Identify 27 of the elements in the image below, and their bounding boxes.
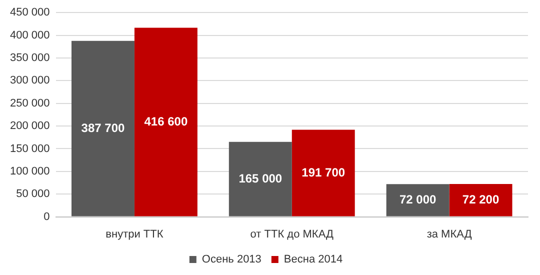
y-tick-label: 400 000 xyxy=(10,29,50,42)
bar xyxy=(292,130,355,216)
y-tick-label: 350 000 xyxy=(10,52,50,64)
data-label: 191 700 xyxy=(302,165,346,180)
x-tick-label: внутри ТТК xyxy=(106,228,164,240)
y-tick-label: 200 000 xyxy=(10,120,50,132)
x-tick-label: за МКАД xyxy=(426,228,472,240)
y-tick-label: 100 000 xyxy=(10,165,50,178)
data-label: 387 700 xyxy=(81,120,125,135)
data-label: 165 000 xyxy=(238,171,282,186)
y-tick-label: 0 xyxy=(44,210,50,223)
bar xyxy=(72,40,134,216)
y-tick-label: 450 000 xyxy=(10,6,50,19)
data-label: 72 200 xyxy=(462,192,500,206)
bar xyxy=(228,142,292,216)
bar xyxy=(449,184,512,216)
legend-label: Осень 2013 xyxy=(202,254,262,266)
y-tick-label: 50 000 xyxy=(16,188,50,200)
bar xyxy=(134,28,198,216)
data-label: 72 000 xyxy=(399,192,436,207)
y-tick-label: 150 000 xyxy=(10,142,50,155)
x-tick-label: от ТТК до МКАД xyxy=(250,228,334,240)
y-tick-label: 300 000 xyxy=(10,74,50,87)
bar xyxy=(386,184,450,216)
legend-label: Весна 2014 xyxy=(284,254,343,266)
data-label: 416 600 xyxy=(144,114,188,128)
y-tick-label: 250 000 xyxy=(10,97,50,110)
